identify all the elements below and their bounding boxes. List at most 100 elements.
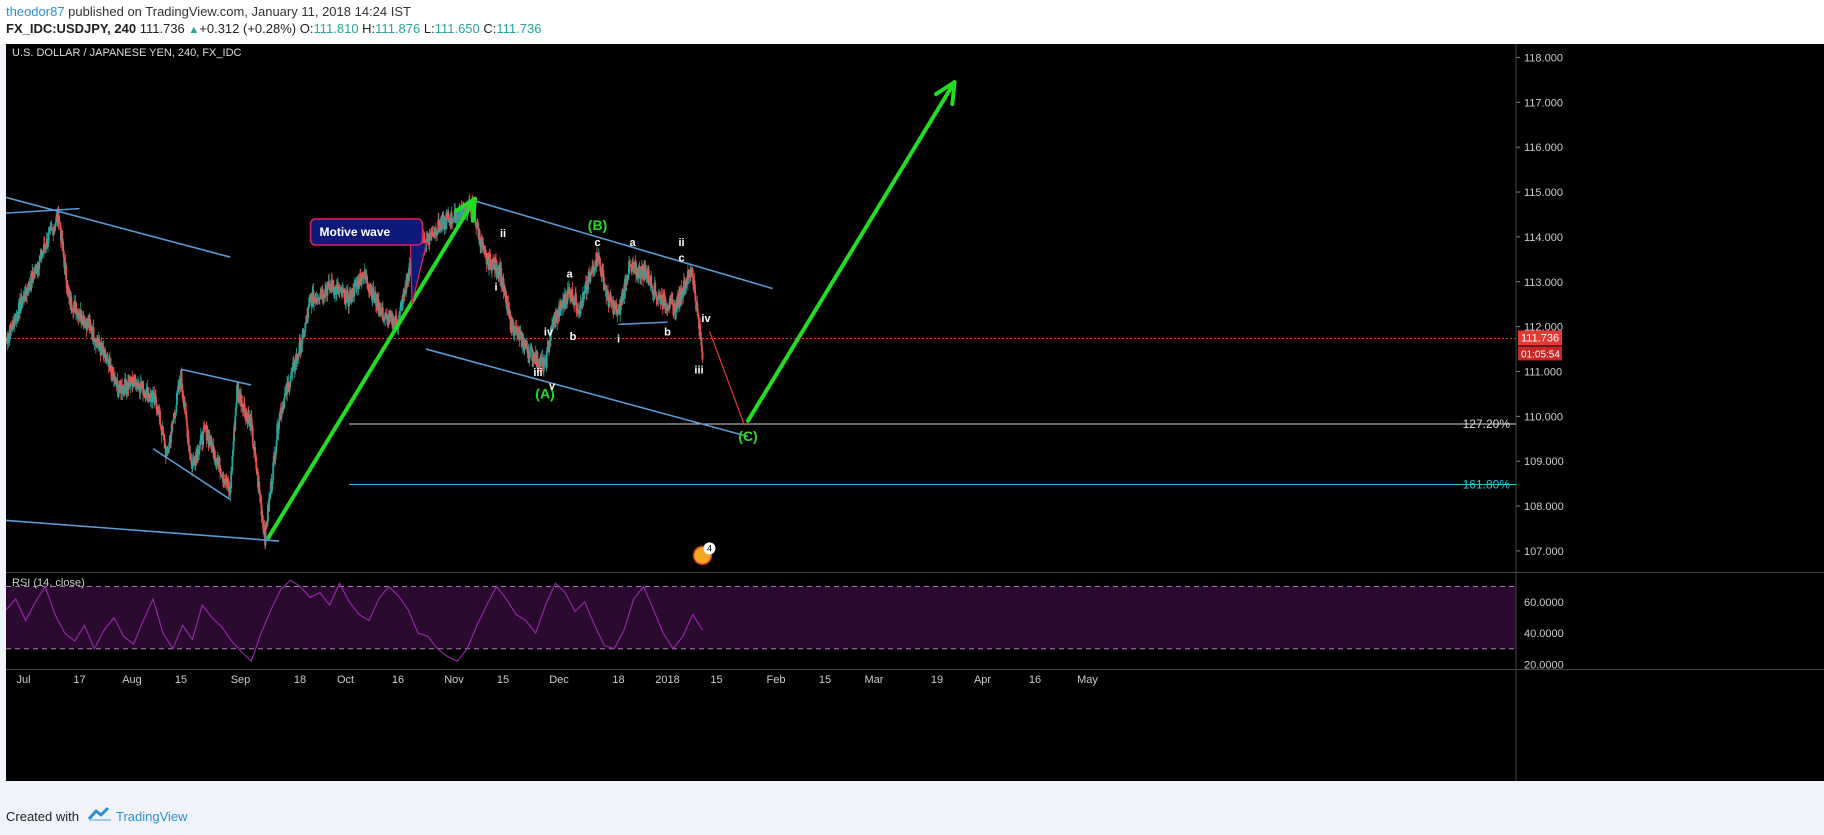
candle-body xyxy=(210,436,213,444)
candle-body xyxy=(590,269,593,274)
callout-box xyxy=(309,218,424,246)
chart-area[interactable]: U.S. DOLLAR / JAPANESE YEN, 240, FX_IDC 1… xyxy=(6,44,1824,781)
candle-body xyxy=(689,273,692,276)
candle-body xyxy=(644,268,647,272)
candle-body xyxy=(220,475,223,477)
candle-body xyxy=(364,270,367,277)
current-price-badge xyxy=(1518,330,1562,346)
candle-body xyxy=(62,250,65,258)
candle-body xyxy=(488,262,490,269)
candle-body xyxy=(491,262,493,271)
candle-body xyxy=(700,336,703,346)
candle-body xyxy=(43,244,46,249)
candle-body xyxy=(537,363,540,366)
tradingview-brand-link[interactable]: TradingView xyxy=(116,809,188,824)
candle-body xyxy=(689,270,692,276)
candle-body xyxy=(575,293,577,306)
projection-arrow-shaft xyxy=(746,80,957,423)
candle-body xyxy=(292,362,294,368)
candle-body xyxy=(259,493,262,503)
candle-body xyxy=(134,374,136,380)
wave-label: b xyxy=(570,331,577,343)
candle-body xyxy=(171,422,174,425)
candle-body xyxy=(317,299,320,301)
price-tick-label: 111.000 xyxy=(1524,366,1562,378)
candle-body xyxy=(213,456,216,460)
candle-body xyxy=(294,359,297,370)
candle-body xyxy=(79,317,81,318)
trendline xyxy=(618,321,668,326)
candle-body xyxy=(186,425,189,438)
candle-body xyxy=(176,392,179,393)
candle-body xyxy=(68,291,70,298)
candle-body xyxy=(293,362,296,371)
candle-body xyxy=(516,327,519,336)
candle-body xyxy=(677,293,679,309)
candle-body xyxy=(306,315,308,317)
candle-body xyxy=(643,268,646,276)
candle-body xyxy=(550,326,553,328)
candle-body xyxy=(344,303,347,305)
candle-body xyxy=(59,222,62,230)
candle-body xyxy=(181,389,184,395)
candle-body xyxy=(503,288,506,292)
candle-body xyxy=(181,383,184,390)
time-tick-label: Aug xyxy=(122,674,142,686)
candle-body xyxy=(366,283,369,287)
candle-body xyxy=(254,446,256,456)
candle-body xyxy=(637,267,640,277)
candle-body xyxy=(97,343,100,345)
candle-body xyxy=(99,346,101,350)
close-value: 111.736 xyxy=(496,21,542,36)
candle-body xyxy=(311,294,314,307)
high-value: 111.876 xyxy=(375,21,421,36)
candle-body xyxy=(548,339,551,348)
candle-body xyxy=(518,331,521,340)
candle-body xyxy=(248,417,251,421)
candle-body xyxy=(296,356,299,360)
candle-body xyxy=(141,386,143,388)
candle-body xyxy=(540,358,542,366)
candle-body xyxy=(286,383,289,395)
candle-body xyxy=(144,392,147,399)
candle-body xyxy=(293,369,296,371)
candle-body xyxy=(442,216,445,218)
candle-body xyxy=(388,312,391,323)
candle-body xyxy=(85,320,87,323)
candle-body xyxy=(104,350,107,353)
candle-body xyxy=(307,306,310,318)
author-link[interactable]: theodor87 xyxy=(6,4,65,19)
candle-body xyxy=(271,479,274,483)
candle-body xyxy=(675,300,678,313)
candle-body xyxy=(509,316,512,331)
candle-body xyxy=(297,356,300,358)
time-tick-label: 19 xyxy=(931,674,943,686)
candle-body xyxy=(132,382,135,385)
candle-body xyxy=(568,288,570,292)
candle-body xyxy=(623,283,626,299)
price-chart[interactable]: U.S. DOLLAR / JAPANESE YEN, 240, FX_IDC 1… xyxy=(6,44,1824,781)
candle-body xyxy=(272,455,275,463)
candle-body xyxy=(52,228,55,235)
candle-body xyxy=(682,292,685,298)
candle-body xyxy=(96,338,98,343)
candle-body xyxy=(427,239,430,242)
candle-body xyxy=(313,297,315,304)
tradingview-logo-icon[interactable] xyxy=(88,806,112,822)
candle-body xyxy=(92,326,95,341)
candle-body xyxy=(185,410,188,420)
candle-body xyxy=(339,289,342,292)
candle-body xyxy=(668,308,671,310)
time-tick-label: 15 xyxy=(710,674,722,686)
price-tick-label: 107.000 xyxy=(1524,546,1564,558)
candle-body xyxy=(341,288,344,296)
candle-body xyxy=(121,384,123,393)
candle-body xyxy=(580,301,583,305)
candle-body xyxy=(334,286,336,295)
candle-body xyxy=(602,270,605,278)
candle-body xyxy=(194,455,197,465)
candle-body xyxy=(100,344,102,356)
candle-body xyxy=(78,314,81,318)
candle-body xyxy=(517,327,520,331)
wave-label: iii xyxy=(533,367,542,379)
